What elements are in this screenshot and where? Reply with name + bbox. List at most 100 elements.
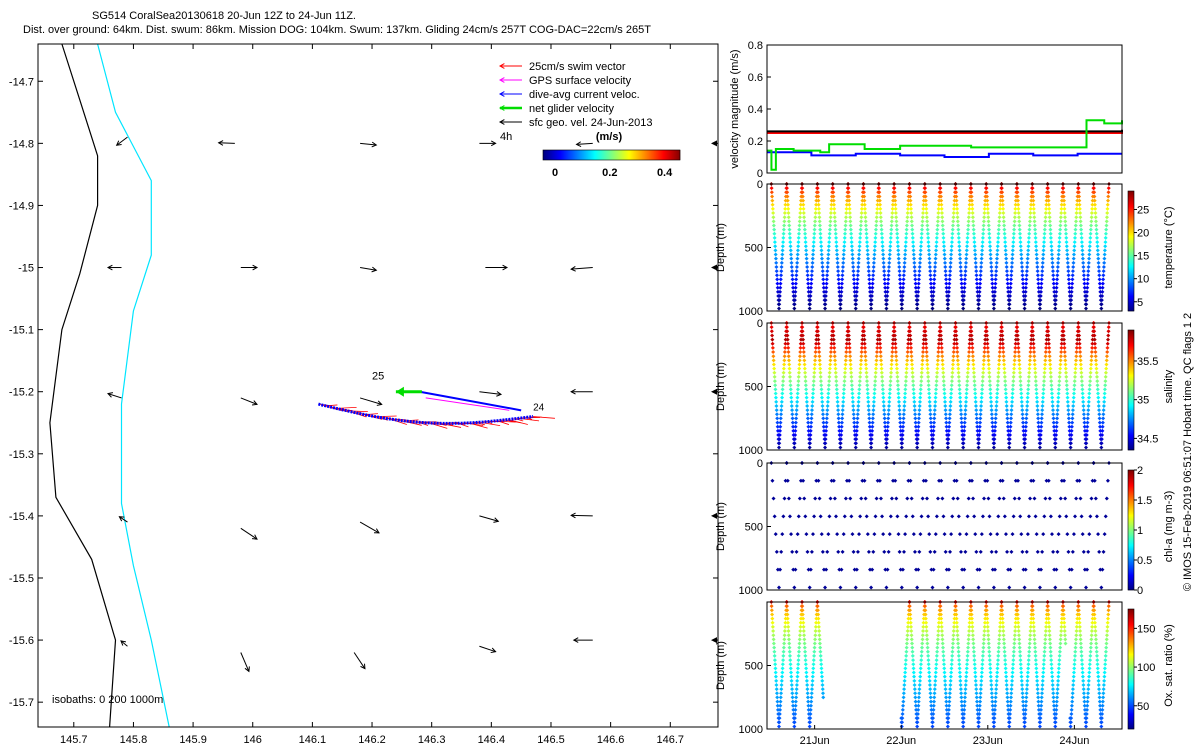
colorbar-cell <box>1128 291 1134 293</box>
data-point <box>784 325 789 330</box>
data-point <box>1019 678 1024 683</box>
data-point <box>854 437 859 442</box>
data-point <box>1032 354 1037 359</box>
colorbar-cell <box>570 150 572 160</box>
data-point <box>1026 387 1031 392</box>
data-point <box>1094 366 1099 371</box>
data-point <box>794 412 799 417</box>
data-point <box>950 366 955 371</box>
colorbar-cell <box>1128 699 1134 701</box>
data-point <box>1085 428 1090 433</box>
data-point <box>1096 674 1101 679</box>
data-point <box>1028 350 1033 355</box>
data-point <box>1041 248 1046 253</box>
data-point <box>981 358 986 363</box>
data-point <box>1066 269 1071 274</box>
data-point <box>931 298 936 303</box>
data-point <box>867 412 872 417</box>
data-point <box>1035 549 1040 554</box>
data-point <box>1105 629 1110 634</box>
colorbar-cell <box>1128 264 1134 266</box>
data-point <box>882 281 887 286</box>
data-point <box>896 399 901 404</box>
data-point <box>1054 567 1059 572</box>
colorbar-cell <box>1128 660 1134 662</box>
data-point <box>1019 399 1024 404</box>
data-point <box>788 383 793 388</box>
data-point <box>1099 585 1104 590</box>
data-point <box>779 412 784 417</box>
data-point <box>958 687 963 692</box>
data-point <box>897 403 902 408</box>
data-point <box>1081 408 1086 413</box>
data-point <box>1041 383 1046 388</box>
data-point <box>1052 567 1057 572</box>
data-point <box>844 206 849 211</box>
data-point <box>906 202 911 207</box>
colorbar-cell <box>1128 525 1134 527</box>
data-point <box>966 219 971 224</box>
data-point <box>934 662 939 667</box>
data-point <box>957 670 962 675</box>
data-point <box>945 445 950 450</box>
colorbar-cell <box>1128 207 1134 209</box>
colorbar-cell <box>1128 637 1134 639</box>
data-point <box>1026 244 1031 249</box>
data-point <box>1059 337 1064 342</box>
data-point <box>863 223 868 228</box>
data-point <box>916 567 921 572</box>
colorbar-cell <box>1128 507 1134 509</box>
colorbar-cell <box>606 150 608 160</box>
data-point <box>804 252 809 257</box>
geo-vector <box>353 652 366 669</box>
colorbar-cell <box>1128 229 1134 231</box>
colorbar-cell <box>1128 256 1134 258</box>
data-point <box>1002 231 1007 236</box>
data-point <box>839 420 844 425</box>
data-point <box>848 227 853 232</box>
data-point <box>816 616 821 621</box>
data-point <box>905 629 910 634</box>
data-point <box>918 666 923 671</box>
data-point <box>782 219 787 224</box>
data-point <box>898 289 903 294</box>
data-point <box>1068 445 1073 450</box>
data-point <box>1087 662 1092 667</box>
geo-vector <box>479 515 499 522</box>
data-point <box>1034 383 1039 388</box>
data-point <box>954 620 959 625</box>
data-point <box>1072 248 1077 253</box>
data-point <box>1029 198 1034 203</box>
data-point <box>834 387 839 392</box>
data-point <box>807 724 812 729</box>
data-point <box>988 248 993 253</box>
data-point <box>892 325 897 330</box>
data-point <box>825 399 830 404</box>
data-point <box>1041 395 1046 400</box>
data-point <box>840 412 845 417</box>
colorbar-cell <box>1128 353 1134 355</box>
data-point <box>1057 374 1062 379</box>
data-point <box>1040 682 1045 687</box>
data-point <box>1096 399 1101 404</box>
data-point <box>840 416 845 421</box>
data-point <box>1093 345 1098 350</box>
data-point <box>840 264 845 269</box>
data-point <box>881 252 886 257</box>
data-point <box>912 682 917 687</box>
colorbar-cell <box>1128 624 1134 626</box>
data-point <box>972 387 977 392</box>
colorbar-cell <box>1128 662 1134 664</box>
colorbar-cell <box>1128 426 1134 428</box>
data-point <box>992 720 997 725</box>
data-point <box>1038 298 1043 303</box>
data-point <box>969 194 974 199</box>
data-point <box>1090 478 1095 483</box>
data-point <box>829 198 834 203</box>
data-point <box>997 219 1002 224</box>
data-point <box>870 567 875 572</box>
data-point <box>1021 281 1026 286</box>
colorbar-cell <box>676 150 678 160</box>
data-point <box>1104 645 1109 650</box>
data-point <box>992 428 997 433</box>
